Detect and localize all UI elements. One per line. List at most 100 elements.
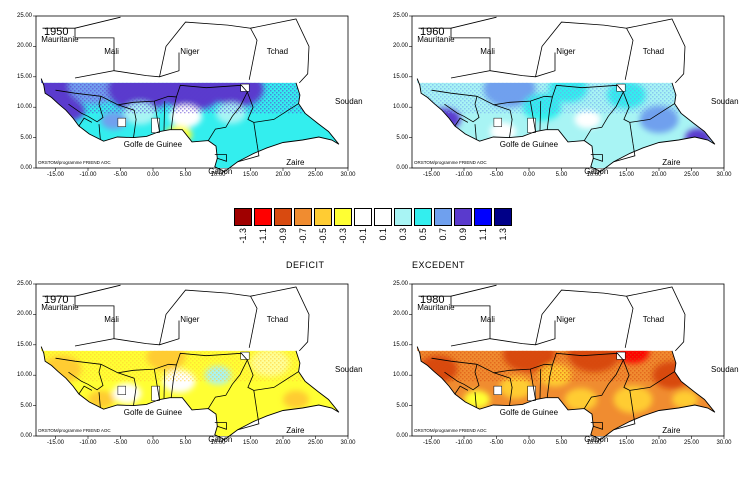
x-tick-label: 20.00	[651, 172, 667, 178]
legend-class-label: -1.3	[238, 228, 248, 244]
region-label-mali: Mali	[480, 47, 495, 57]
country-border	[590, 154, 603, 162]
country-border	[117, 372, 137, 406]
x-tick-label: 20.00	[651, 440, 667, 446]
panel-year: 1980	[420, 294, 445, 306]
country-border	[474, 124, 477, 141]
x-tick-label: 0.00	[147, 440, 159, 446]
region-label-golfe: Golfe de Guinee	[499, 139, 559, 149]
country-border	[214, 154, 227, 162]
panel-year: 1960	[420, 26, 445, 38]
y-tick-label: 25.00	[16, 13, 32, 19]
y-tick-label: 10.00	[16, 372, 32, 379]
country-border	[117, 104, 137, 138]
country-border	[170, 96, 177, 130]
credit-text: ORSTOM/programme FRIEND AOC	[414, 428, 487, 433]
y-tick-label: 5.00	[20, 134, 32, 141]
x-tick-label: 10.00	[210, 440, 226, 446]
country-border	[489, 52, 556, 78]
y-tick-label: 0.00	[396, 165, 408, 171]
x-tick-label: 30.00	[340, 172, 356, 178]
region-label-zaire: Zaire	[286, 425, 305, 435]
country-border	[250, 286, 310, 352]
country-border	[159, 289, 258, 348]
x-tick-label: 25.00	[683, 440, 699, 446]
y-tick-label: 25.00	[392, 281, 408, 287]
legend-class-label: -0.1	[358, 228, 368, 244]
legend-swatch	[334, 208, 352, 226]
country-border	[444, 364, 480, 391]
x-tick-label: -15.00	[46, 440, 64, 446]
anomaly-field	[417, 78, 715, 168]
x-tick-label: 10.00	[586, 172, 602, 178]
country-border	[629, 103, 675, 123]
country-border	[450, 284, 497, 297]
x-tick-label: 10.00	[586, 440, 602, 446]
x-tick-label: 15.00	[242, 172, 258, 178]
credit-text: ORSTOM/programme FRIEND AOC	[38, 160, 111, 165]
legend-class-label: 0.9	[458, 228, 468, 241]
country-border	[55, 84, 248, 106]
country-border	[539, 101, 542, 131]
x-tick-label: -15.00	[422, 172, 440, 178]
country-border	[474, 392, 477, 409]
legend-swatch	[414, 208, 432, 226]
legend-class-label: 0.1	[378, 228, 388, 241]
region-label-golfe: Golfe de Guinee	[123, 139, 183, 149]
region-label-tchad: Tchad	[642, 315, 665, 325]
x-tick-label: 15.00	[618, 440, 634, 446]
country-border	[546, 96, 553, 130]
region-label-soudan: Soudan	[711, 365, 739, 375]
country-border	[98, 124, 101, 141]
y-tick-label: 20.00	[392, 43, 408, 50]
y-tick-label: 20.00	[392, 311, 408, 318]
country-border	[113, 52, 180, 78]
legend-swatch	[274, 208, 292, 226]
country-border	[454, 117, 469, 127]
legend-swatch	[494, 208, 512, 226]
x-tick-label: -10.00	[79, 172, 97, 178]
y-tick-label: 5.00	[396, 402, 408, 409]
region-label-niger: Niger	[180, 47, 200, 57]
region-label-soudan: Soudan	[711, 97, 739, 107]
country-border	[159, 21, 258, 80]
region-label-mauritanie: Mauritanie	[417, 35, 455, 45]
country-border	[626, 286, 686, 352]
x-tick-label: 5.00	[179, 440, 192, 446]
x-tick-label: 20.00	[275, 172, 291, 178]
x-tick-label: 0.00	[523, 172, 535, 178]
country-border	[535, 289, 634, 348]
y-tick-label: 20.00	[16, 311, 32, 318]
legend-swatch	[354, 208, 372, 226]
region-label-tchad: Tchad	[266, 47, 289, 57]
y-tick-label: 15.00	[392, 341, 408, 348]
region-label-mauritanie: Mauritanie	[41, 303, 79, 313]
country-border	[42, 295, 115, 347]
country-border	[546, 364, 553, 398]
legend-class-label: -0.3	[338, 228, 348, 244]
country-border	[78, 385, 93, 395]
country-border	[431, 352, 624, 374]
y-tick-label: 5.00	[396, 134, 408, 141]
legend-class-label: -0.9	[278, 228, 288, 244]
country-border	[493, 104, 513, 138]
region-label-gabon: Gabon	[208, 167, 233, 177]
x-tick-label: -5.00	[489, 440, 504, 446]
legend-swatch	[254, 208, 272, 226]
legend-class-label: -1.1	[258, 228, 268, 244]
region-label-mali: Mali	[104, 315, 119, 325]
region-label-soudan: Soudan	[335, 97, 363, 107]
country-border	[78, 117, 93, 127]
country-border	[42, 27, 115, 79]
country-border	[74, 284, 121, 297]
region-label-tchad: Tchad	[642, 47, 665, 57]
coastline	[416, 346, 716, 441]
y-tick-label: 15.00	[16, 73, 32, 80]
country-border	[583, 359, 634, 412]
y-tick-label: 25.00	[16, 281, 32, 287]
y-tick-label: 0.00	[396, 433, 408, 439]
region-label-zaire: Zaire	[662, 425, 681, 435]
x-tick-label: 30.00	[716, 440, 732, 446]
region-label-golfe: Golfe de Guinee	[123, 407, 183, 417]
panel-year: 1950	[44, 26, 69, 38]
